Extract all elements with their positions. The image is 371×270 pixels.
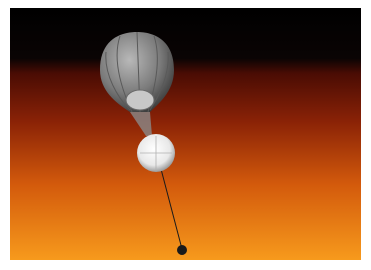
weight [177, 245, 187, 255]
background [10, 8, 361, 260]
scene [0, 0, 371, 270]
balloon-base [126, 90, 154, 110]
